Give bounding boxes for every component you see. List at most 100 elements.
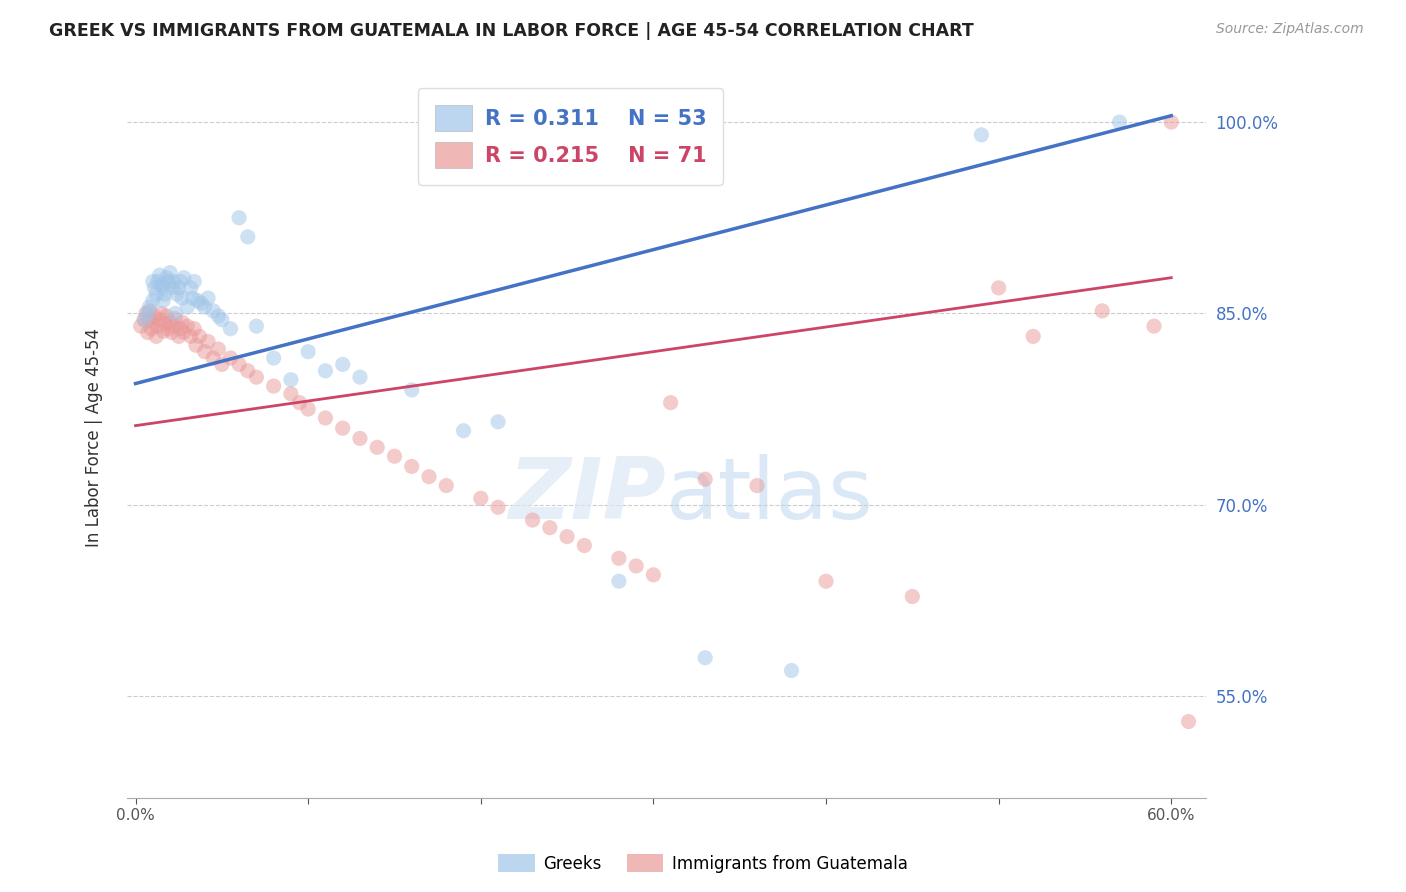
Point	[280, 386, 302, 401]
Point	[401, 383, 423, 397]
Point	[228, 358, 250, 372]
Point	[1022, 329, 1045, 343]
Point	[152, 324, 174, 338]
Point	[202, 303, 225, 318]
Point	[745, 478, 768, 492]
Point	[157, 321, 180, 335]
Point	[142, 293, 165, 308]
Point	[162, 275, 184, 289]
Point	[138, 312, 160, 326]
Point	[236, 230, 259, 244]
Text: GREEK VS IMMIGRANTS FROM GUATEMALA IN LABOR FORCE | AGE 45-54 CORRELATION CHART: GREEK VS IMMIGRANTS FROM GUATEMALA IN LA…	[49, 22, 974, 40]
Point	[159, 266, 181, 280]
Text: atlas: atlas	[666, 454, 875, 537]
Point	[173, 270, 195, 285]
Point	[486, 500, 509, 515]
Point	[183, 321, 205, 335]
Point	[1091, 303, 1114, 318]
Point	[167, 329, 190, 343]
Text: Source: ZipAtlas.com: Source: ZipAtlas.com	[1216, 22, 1364, 37]
Point	[160, 281, 183, 295]
Point	[152, 281, 174, 295]
Point	[150, 278, 173, 293]
Point	[815, 574, 838, 589]
Point	[280, 373, 302, 387]
Legend: Greeks, Immigrants from Guatemala: Greeks, Immigrants from Guatemala	[492, 847, 914, 880]
Point	[207, 342, 229, 356]
Point	[176, 300, 198, 314]
Point	[165, 311, 187, 326]
Point	[659, 395, 682, 409]
Y-axis label: In Labor Force | Age 45-54: In Labor Force | Age 45-54	[86, 328, 103, 548]
Point	[150, 306, 173, 320]
Point	[314, 411, 336, 425]
Point	[202, 351, 225, 365]
Point	[142, 315, 165, 329]
Point	[219, 321, 242, 335]
Point	[153, 287, 176, 301]
Point	[470, 491, 492, 506]
Point	[138, 300, 160, 314]
Point	[176, 319, 198, 334]
Point	[211, 312, 233, 326]
Point	[135, 306, 157, 320]
Point	[263, 351, 285, 365]
Point	[197, 334, 219, 349]
Point	[142, 275, 165, 289]
Point	[138, 303, 160, 318]
Point	[349, 431, 371, 445]
Point	[332, 358, 354, 372]
Point	[197, 291, 219, 305]
Point	[172, 291, 194, 305]
Point	[153, 317, 176, 331]
Point	[538, 521, 561, 535]
Point	[129, 319, 152, 334]
Point	[987, 281, 1010, 295]
Point	[643, 567, 665, 582]
Point	[188, 329, 211, 343]
Point	[236, 364, 259, 378]
Point	[219, 351, 242, 365]
Point	[145, 287, 167, 301]
Legend: R = 0.311    N = 53, R = 0.215    N = 71: R = 0.311 N = 53, R = 0.215 N = 71	[418, 87, 723, 186]
Point	[139, 321, 162, 335]
Point	[181, 291, 204, 305]
Point	[453, 424, 475, 438]
Text: ZIP: ZIP	[509, 454, 666, 537]
Point	[145, 329, 167, 343]
Point	[555, 530, 578, 544]
Point	[166, 287, 188, 301]
Point	[183, 275, 205, 289]
Point	[149, 268, 172, 282]
Point	[134, 312, 156, 326]
Point	[172, 315, 194, 329]
Point	[263, 379, 285, 393]
Point	[522, 513, 544, 527]
Point	[607, 574, 630, 589]
Point	[401, 459, 423, 474]
Point	[245, 319, 267, 334]
Point	[169, 275, 191, 289]
Point	[136, 326, 159, 340]
Point	[207, 309, 229, 323]
Point	[1143, 319, 1166, 334]
Point	[434, 478, 457, 492]
Point	[160, 326, 183, 340]
Point	[901, 590, 924, 604]
Point	[143, 309, 166, 323]
Point	[136, 306, 159, 320]
Point	[624, 558, 647, 573]
Point	[167, 281, 190, 295]
Point	[159, 315, 181, 329]
Point	[228, 211, 250, 225]
Point	[332, 421, 354, 435]
Point	[156, 270, 179, 285]
Point	[184, 338, 207, 352]
Point	[970, 128, 993, 142]
Point	[152, 293, 174, 308]
Point	[418, 469, 440, 483]
Point	[780, 664, 803, 678]
Point	[695, 650, 717, 665]
Point	[695, 472, 717, 486]
Point	[165, 306, 187, 320]
